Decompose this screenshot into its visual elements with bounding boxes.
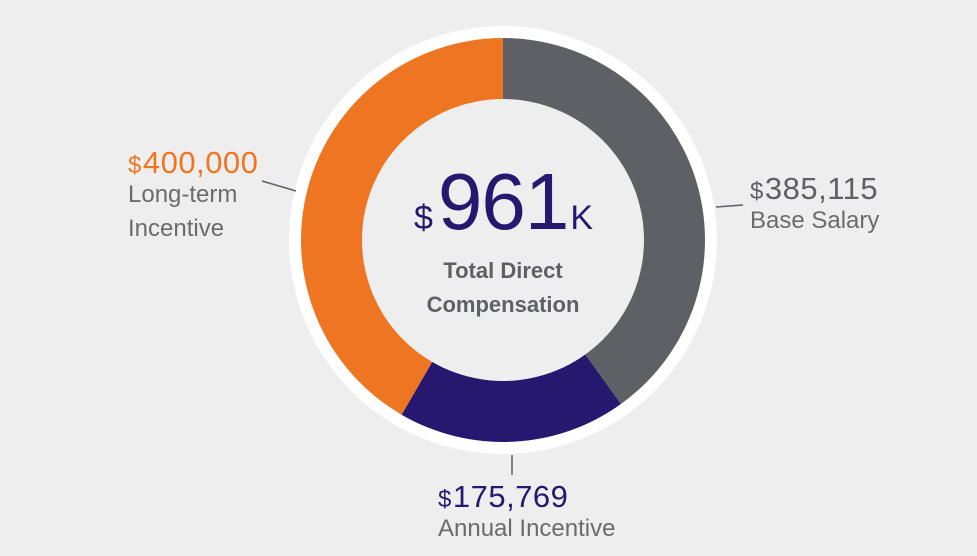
leader-line-long-term-incentive <box>261 180 297 192</box>
leader-line-base-salary <box>715 204 744 208</box>
label-annual-incentive: $175,769 Annual Incentive <box>438 481 615 546</box>
name-annual-incentive: Annual Incentive <box>438 515 616 542</box>
total-unit: K <box>570 199 593 237</box>
label-long-term-incentive: $400,000 Long-term Incentive <box>128 147 258 246</box>
total-value: $961K <box>353 162 653 242</box>
value-annual-incentive: 175,769 <box>452 479 569 514</box>
amount-annual-incentive: $175,769 <box>438 481 615 512</box>
donut-hole <box>362 99 644 381</box>
total-compensation: $961K Total Direct Compensation <box>353 162 653 322</box>
total-currency: $ <box>413 199 433 237</box>
label-base-salary: $385,115 Base Salary <box>750 173 879 238</box>
total-number: 961 <box>437 157 569 246</box>
name-long-term-incentive: Long-term Incentive <box>128 181 238 242</box>
total-label: Total Direct Compensation <box>426 258 580 317</box>
amount-long-term-incentive: $400,000 <box>128 147 258 178</box>
currency-annual-incentive: $ <box>438 486 452 513</box>
currency-base-salary: $ <box>750 178 764 205</box>
value-long-term-incentive: 400,000 <box>142 145 259 180</box>
name-base-salary: Base Salary <box>750 207 880 234</box>
amount-base-salary: $385,115 <box>750 173 879 204</box>
currency-long-term-incentive: $ <box>128 152 142 179</box>
value-base-salary: 385,115 <box>764 171 879 206</box>
